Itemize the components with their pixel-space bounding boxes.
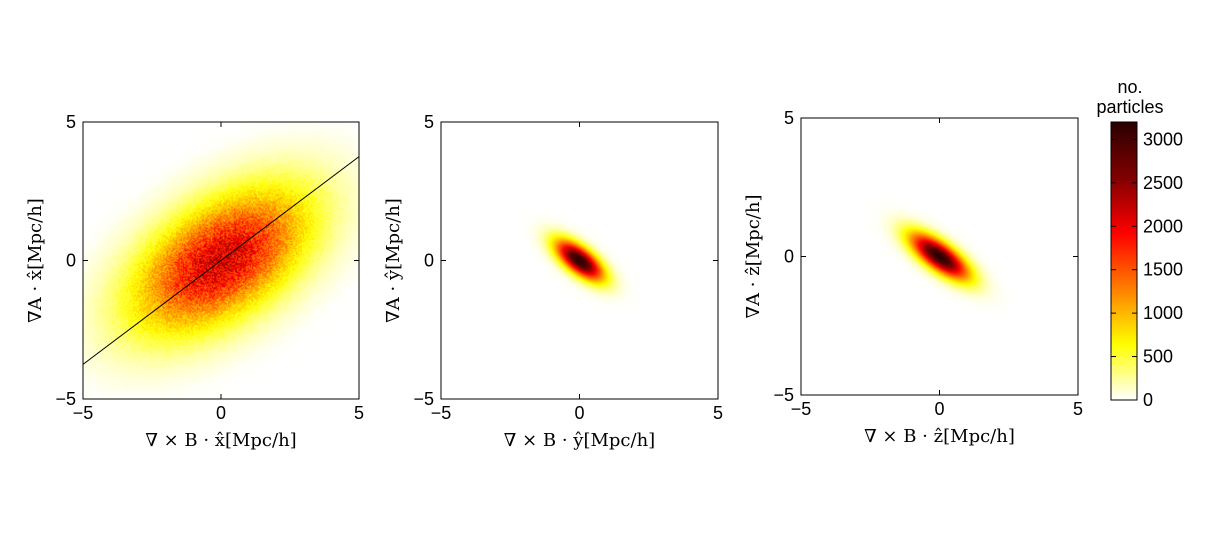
colorbar-tick-label: 1500 (1143, 260, 1183, 280)
y-tick-label: 5 (66, 112, 76, 132)
colorbar-ticks: 0 500 1000 1500 2000 2500 3000 (1111, 129, 1183, 410)
y-tick-label: 0 (66, 251, 76, 271)
y-tick-label: 0 (784, 247, 794, 267)
x-tick-label: 5 (713, 403, 723, 423)
colorbar: no. particles 0 500 1000 1500 2000 2500 3000 (1096, 77, 1183, 410)
panel-1: −5 0 5 −5 0 5 ∇ × B · x̂[Mpc/h] ∇A · x̂[Mpc/h] (25, 112, 364, 451)
colorbar-tick-label: 1000 (1143, 303, 1183, 323)
panel-2: −5 0 5 −5 0 5 ∇ × B · ŷ[Mpc/h] ∇A · ŷ[Mpc/h] (383, 112, 723, 451)
y-tick-label: 5 (784, 108, 794, 128)
y-tick-label: 0 (424, 251, 434, 271)
y-tick-label: −5 (773, 385, 794, 405)
y-tick-label: −5 (55, 389, 76, 409)
colorbar-tick-label: 0 (1143, 390, 1153, 410)
panels: −5 0 5−505∇ × B · x̂[Mpc/h]∇A · x̂[Mpc/h]−… (25, 108, 1083, 451)
y-axis-label: ∇A · x̂[Mpc/h] (25, 198, 46, 323)
y-axis-label: ∇A · ŷ[Mpc/h] (383, 198, 404, 323)
x-tick-label: −5 (431, 403, 452, 423)
colorbar-tick-label: 2000 (1143, 216, 1183, 236)
x-tick-label: 0 (934, 399, 944, 419)
x-axis-label: ∇ × B · ẑ[Mpc/h] (864, 426, 1015, 447)
x-tick-label: −5 (791, 399, 812, 419)
colorbar-tick-label: 500 (1143, 347, 1173, 367)
y-tick-label: 5 (424, 112, 434, 132)
colorbar-gradient (1110, 121, 1138, 401)
x-tick-label: 5 (1073, 399, 1083, 419)
x-tick-label: 0 (216, 403, 226, 423)
x-tick-label: 5 (354, 403, 364, 423)
colorbar-title-line-2: particles (1096, 97, 1163, 117)
x-tick-label: 0 (574, 403, 584, 423)
fit-line (83, 156, 359, 365)
y-axis-label: ∇A · ẑ[Mpc/h] (743, 195, 764, 319)
x-axis-label: ∇ × B · ŷ[Mpc/h] (504, 430, 655, 451)
heatmap-image (441, 122, 718, 399)
colorbar-title-line-1: no. (1117, 77, 1142, 97)
colorbar-tick-label: 3000 (1143, 129, 1183, 149)
y-tick-label: −5 (413, 389, 434, 409)
heatmap-image (801, 118, 1078, 395)
x-axis-label: ∇ × B · x̂[Mpc/h] (145, 430, 296, 451)
x-tick-label: −5 (73, 403, 94, 423)
panel-3: −5 0 5 −5 0 5 ∇ × B · ẑ[Mpc/h] ∇A · ẑ[Mpc/h] (743, 108, 1083, 447)
colorbar-tick-label: 2500 (1143, 173, 1183, 193)
